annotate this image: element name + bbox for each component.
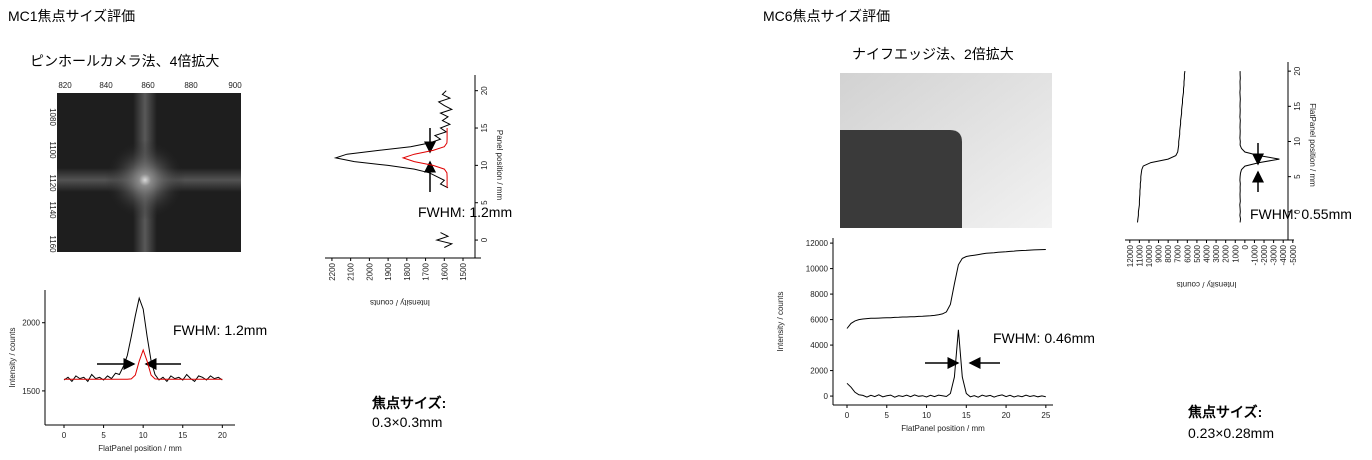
value-tick-label: 1000 (1231, 244, 1240, 262)
value-tick-label: -3000 (1270, 244, 1279, 265)
x-tick-label: 15 (962, 411, 971, 420)
value-tick-label: -1000 (1250, 244, 1259, 265)
x-tick-label: 5 (101, 431, 106, 440)
position-axis-label: Panel position / mm (495, 130, 504, 201)
value-tick-label: 2000 (1222, 244, 1231, 262)
data-line (64, 348, 223, 380)
x-tick-label: 0 (62, 431, 67, 440)
value-tick-label: 1500 (459, 262, 468, 280)
image-tick-label: 820 (58, 81, 72, 90)
position-tick-label: 15 (1293, 101, 1302, 110)
data-line (846, 329, 1046, 398)
fwhm-annotation: FWHM: 0.46mm (993, 330, 1095, 346)
value-tick-label: 12000 (1126, 244, 1135, 267)
value-axis-label: Intensity / counts (370, 298, 430, 307)
position-tick-label: 0 (480, 237, 489, 242)
fwhm-annotation: FWHM: 1.2mm (418, 204, 512, 220)
position-tick-label: 20 (480, 86, 489, 95)
image-tick-label: 860 (141, 81, 155, 90)
image-caption: ピンホールカメラ法、4倍拡大 (30, 53, 219, 69)
y-tick-label: 2000 (22, 319, 40, 328)
image-tick-label: 1100 (48, 141, 57, 159)
y-tick-label: 1500 (22, 387, 40, 396)
value-tick-label: 0 (1241, 244, 1250, 249)
heading: MC1焦点サイズ評価 (8, 8, 135, 24)
image-tick-label: 840 (99, 81, 113, 90)
x-tick-label: 15 (178, 431, 187, 440)
image-tick-label: 900 (228, 81, 242, 90)
y-tick-label: 12000 (806, 239, 829, 248)
value-tick-label: 2100 (347, 262, 356, 280)
position-tick-label: 10 (1293, 136, 1302, 145)
image-caption: ナイフエッジ法、2倍拡大 (852, 46, 1014, 62)
value-tick-label: 1900 (384, 262, 393, 280)
image-tick-label: 1140 (48, 201, 57, 219)
result-label: 焦点サイズ: (371, 395, 446, 411)
y-tick-label: 2000 (810, 367, 828, 376)
fwhm-arrows (97, 128, 1264, 370)
data-line (333, 90, 454, 248)
value-tick-label: 2000 (365, 262, 374, 280)
x-tick-label: 5 (885, 411, 890, 420)
value-tick-label: 5000 (1193, 244, 1202, 262)
x-tick-label: 25 (1041, 411, 1050, 420)
value-tick-label: 9000 (1155, 244, 1164, 262)
value-tick-label: 2200 (328, 262, 337, 280)
y-axis-label: Intensity / counts (776, 291, 785, 351)
x-tick-label: 20 (218, 431, 227, 440)
y-tick-label: 10000 (806, 265, 829, 274)
pinhole-image (57, 93, 241, 252)
data-line (846, 249, 1046, 329)
x-axis-label: FlatPanel position / mm (98, 444, 182, 453)
position-axis-label: FlatPanel position / mm (1308, 103, 1317, 187)
fwhm-annotation: FWHM: 1.2mm (173, 322, 267, 338)
x-tick-label: 0 (845, 411, 850, 420)
x-tick-label: 10 (139, 431, 148, 440)
y-tick-label: 6000 (810, 316, 828, 325)
value-tick-label: 1600 (440, 262, 449, 280)
value-tick-label: -5000 (1289, 244, 1298, 265)
value-tick-label: -2000 (1260, 244, 1269, 265)
knife-edge-image (840, 73, 1052, 228)
heading: MC6焦点サイズ評価 (763, 8, 890, 24)
value-tick-label: 7000 (1174, 244, 1183, 262)
position-tick-label: 5 (1293, 174, 1302, 179)
value-tick-label: -4000 (1279, 244, 1288, 265)
value-tick-label: 3000 (1212, 244, 1221, 262)
y-axis-label: Intensity / counts (8, 327, 17, 387)
image-tick-label: 1120 (48, 174, 57, 192)
fwhm-annotation: FWHM: 0.55mm (1250, 206, 1352, 222)
result-value: 0.23×0.28mm (1188, 425, 1274, 441)
value-tick-label: 4000 (1203, 244, 1212, 262)
data-line (63, 296, 223, 383)
value-tick-label: 8000 (1164, 244, 1173, 262)
x-axis-label: FlatPanel position / mm (901, 424, 985, 433)
value-tick-label: 11000 (1135, 244, 1144, 266)
position-tick-label: 15 (480, 123, 489, 132)
data-line (1137, 71, 1186, 223)
position-tick-label: 0 (1293, 209, 1302, 214)
data-line (401, 128, 448, 188)
image-tick-label: 880 (184, 81, 198, 90)
image-tick-label: 1080 (48, 108, 57, 126)
position-tick-label: 10 (480, 160, 489, 169)
value-tick-label: 1800 (403, 262, 412, 280)
data-line (1239, 71, 1280, 223)
result-value: 0.3×0.3mm (372, 414, 442, 430)
y-tick-label: 0 (824, 392, 829, 401)
y-tick-label: 8000 (810, 290, 828, 299)
value-tick-label: 1700 (422, 262, 431, 280)
value-tick-label: 10000 (1145, 244, 1154, 267)
value-tick-label: 6000 (1183, 244, 1192, 262)
x-tick-label: 20 (1002, 411, 1011, 420)
y-tick-label: 4000 (810, 341, 828, 350)
result-label: 焦点サイズ: (1187, 404, 1262, 420)
image-tick-label: 1160 (48, 235, 57, 253)
value-axis-label: Intensity / counts (1176, 280, 1236, 289)
x-tick-label: 10 (922, 411, 931, 420)
position-tick-label: 5 (480, 200, 489, 205)
position-tick-label: 20 (1293, 66, 1302, 75)
